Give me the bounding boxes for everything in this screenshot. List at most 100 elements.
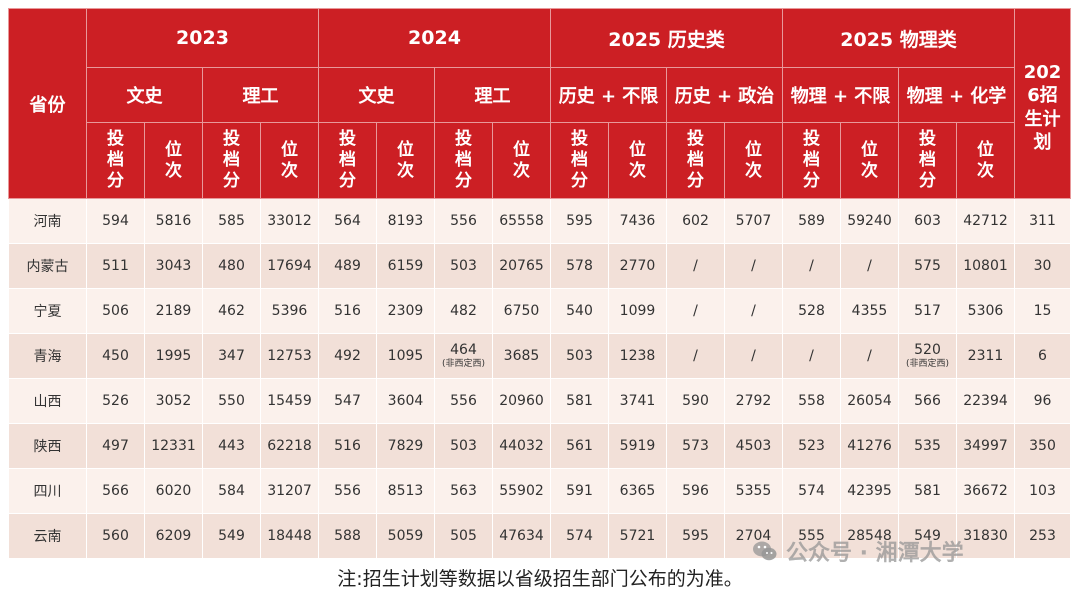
metric-header-text: 投档分 bbox=[918, 129, 936, 191]
plan-cell: 15 bbox=[1014, 288, 1071, 334]
metric-header-text: 投档分 bbox=[686, 129, 704, 191]
data-cell: 506 bbox=[86, 288, 145, 334]
data-cell: 505 bbox=[434, 513, 493, 559]
metric-header-text: 位次 bbox=[512, 139, 530, 181]
data-cell: / bbox=[782, 243, 841, 289]
metric-header-text: 投档分 bbox=[222, 129, 240, 191]
table-row: 河南 594 5816 585 33012 564 8193 556 65558 595 7436 6… bbox=[8, 198, 1071, 244]
data-cell: 20765 bbox=[492, 243, 551, 289]
data-cell: 595 bbox=[666, 513, 725, 559]
data-cell: / bbox=[724, 243, 783, 289]
data-cell: 6750 bbox=[492, 288, 551, 334]
province-cell: 宁夏 bbox=[8, 288, 87, 334]
cell-annotation: (非西定西) bbox=[905, 358, 950, 369]
data-cell: 575 bbox=[898, 243, 957, 289]
table-header: 省份 2023 2024 2025 历史类 2025 物理类 2026招生计划 … bbox=[8, 8, 1071, 199]
data-cell: 6159 bbox=[376, 243, 435, 289]
data-cell: 2311 bbox=[956, 333, 1015, 379]
data-cell: 1995 bbox=[144, 333, 203, 379]
data-cell: 3685 bbox=[492, 333, 551, 379]
data-cell: 578 bbox=[550, 243, 609, 289]
data-cell: 7829 bbox=[376, 423, 435, 469]
subject-header: 物理 + 化学 bbox=[898, 67, 1015, 123]
data-cell: 18448 bbox=[260, 513, 319, 559]
data-cell: 5396 bbox=[260, 288, 319, 334]
plan-cell: 350 bbox=[1014, 423, 1071, 469]
data-cell: / bbox=[724, 288, 783, 334]
metric-header-rank: 位次 bbox=[608, 122, 667, 199]
data-cell: 602 bbox=[666, 198, 725, 244]
data-cell: 550 bbox=[202, 378, 261, 424]
metric-header-score: 投档分 bbox=[86, 122, 145, 199]
metric-header-text: 位次 bbox=[280, 139, 298, 181]
footnote: 注:招生计划等数据以省级招生部门公布的为准。 bbox=[337, 568, 743, 590]
cell-annotation: (非西定西) bbox=[441, 358, 486, 369]
data-cell: 497 bbox=[86, 423, 145, 469]
data-cell: / bbox=[840, 243, 899, 289]
data-cell: 528 bbox=[782, 288, 841, 334]
data-cell: 503 bbox=[434, 423, 493, 469]
watermark-text: 公众号 · 湘潭大学 bbox=[786, 541, 964, 566]
data-cell: 6365 bbox=[608, 468, 667, 514]
data-cell: 547 bbox=[318, 378, 377, 424]
data-cell: 520 (非西定西) bbox=[898, 333, 957, 379]
metric-header-rank: 位次 bbox=[956, 122, 1015, 199]
data-cell: 44032 bbox=[492, 423, 551, 469]
data-cell: 523 bbox=[782, 423, 841, 469]
data-cell: 17694 bbox=[260, 243, 319, 289]
data-cell: 556 bbox=[434, 198, 493, 244]
metric-header-score: 投档分 bbox=[782, 122, 841, 199]
data-cell: 489 bbox=[318, 243, 377, 289]
table-row: 青海 450 1995 347 12753 492 1095 464 (非西定西) 3685 503… bbox=[8, 333, 1071, 379]
data-cell: 482 bbox=[434, 288, 493, 334]
metric-header-rank: 位次 bbox=[724, 122, 783, 199]
metric-header-text: 投档分 bbox=[570, 129, 588, 191]
data-cell: 12753 bbox=[260, 333, 319, 379]
group-header-2025-physics: 2025 物理类 bbox=[782, 8, 1015, 68]
data-cell: 563 bbox=[434, 468, 493, 514]
data-cell: 573 bbox=[666, 423, 725, 469]
data-cell: 561 bbox=[550, 423, 609, 469]
data-cell: 1099 bbox=[608, 288, 667, 334]
metric-header-text: 投档分 bbox=[338, 129, 356, 191]
data-cell: 3604 bbox=[376, 378, 435, 424]
plan-cell: 103 bbox=[1014, 468, 1071, 514]
data-cell: 549 bbox=[202, 513, 261, 559]
metric-header-text: 位次 bbox=[976, 139, 994, 181]
subject-header: 历史 + 政治 bbox=[666, 67, 783, 123]
data-cell: 566 bbox=[898, 378, 957, 424]
data-cell: 62218 bbox=[260, 423, 319, 469]
metric-header-score: 投档分 bbox=[434, 122, 493, 199]
data-cell: 42712 bbox=[956, 198, 1015, 244]
metric-header-score: 投档分 bbox=[898, 122, 957, 199]
group-header-2023: 2023 bbox=[86, 8, 319, 68]
data-cell: / bbox=[782, 333, 841, 379]
data-cell: 4503 bbox=[724, 423, 783, 469]
data-cell: 581 bbox=[550, 378, 609, 424]
province-cell: 四川 bbox=[8, 468, 87, 514]
data-cell: 603 bbox=[898, 198, 957, 244]
metric-header-text: 位次 bbox=[628, 139, 646, 181]
data-cell: 3052 bbox=[144, 378, 203, 424]
metric-header-score: 投档分 bbox=[666, 122, 725, 199]
data-cell: 443 bbox=[202, 423, 261, 469]
data-cell: 590 bbox=[666, 378, 725, 424]
data-cell: 566 bbox=[86, 468, 145, 514]
table-row: 陕西 497 12331 443 62218 516 7829 503 44032 561 5919… bbox=[8, 423, 1071, 469]
data-cell: 589 bbox=[782, 198, 841, 244]
province-cell: 云南 bbox=[8, 513, 87, 559]
data-cell: 5059 bbox=[376, 513, 435, 559]
data-cell: 3741 bbox=[608, 378, 667, 424]
metric-header-rank: 位次 bbox=[840, 122, 899, 199]
data-cell: 28548 bbox=[840, 513, 899, 559]
metric-header-text: 位次 bbox=[860, 139, 878, 181]
data-cell: 31830 bbox=[956, 513, 1015, 559]
data-cell: / bbox=[666, 333, 725, 379]
subject-header: 理工 bbox=[434, 67, 551, 123]
data-cell: 5721 bbox=[608, 513, 667, 559]
metric-header-rank: 位次 bbox=[144, 122, 203, 199]
data-cell: 574 bbox=[782, 468, 841, 514]
table-row: 内蒙古 511 3043 480 17694 489 6159 503 20765 578 2770… bbox=[8, 243, 1071, 289]
data-cell: 22394 bbox=[956, 378, 1015, 424]
data-cell: 47634 bbox=[492, 513, 551, 559]
